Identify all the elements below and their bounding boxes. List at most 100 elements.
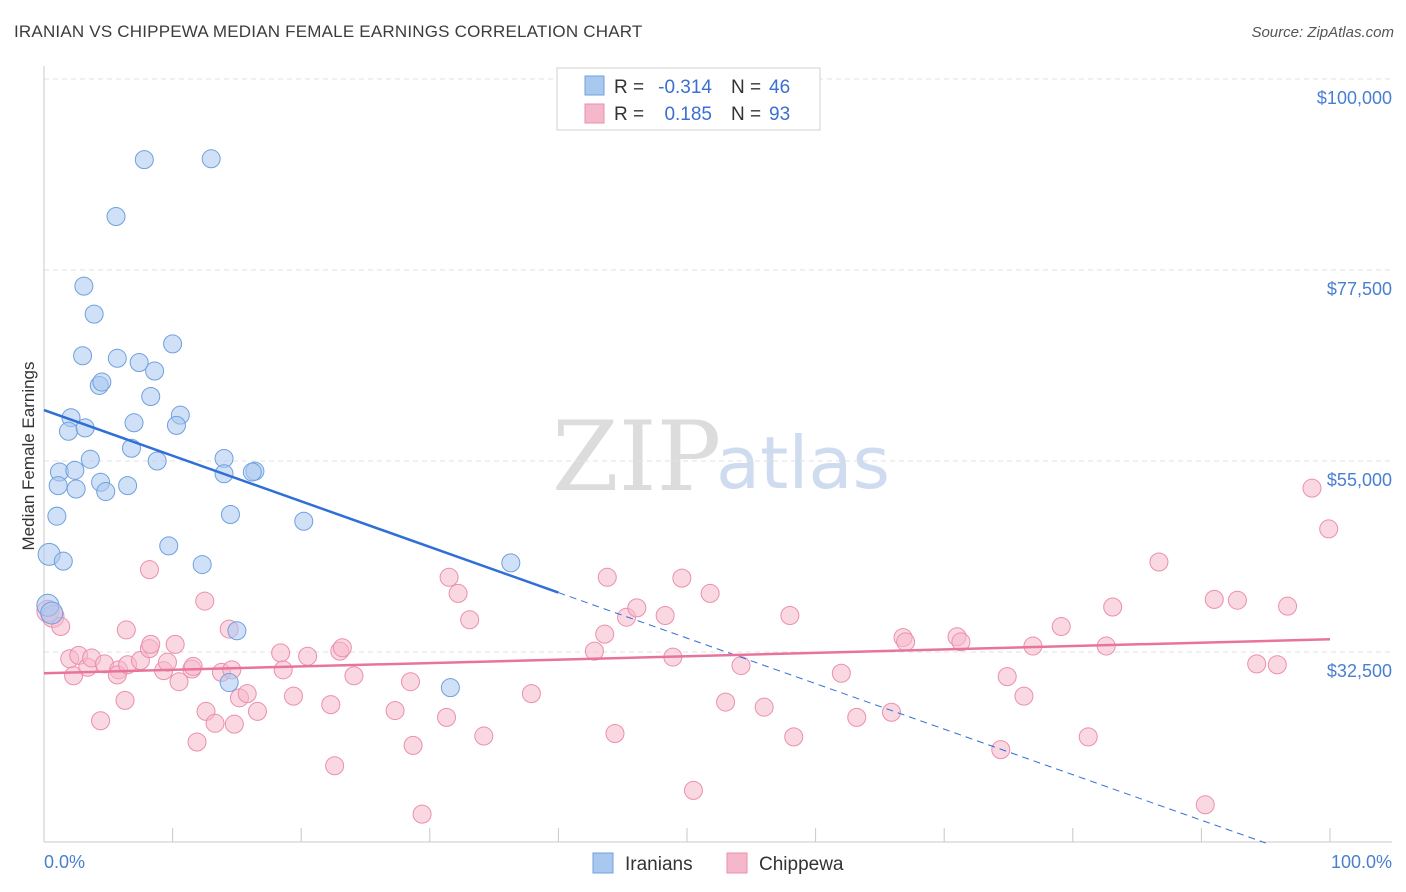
legend-n-label-iranians: N =: [731, 77, 761, 98]
iranians-trend-line: [43, 408, 559, 594]
chippewa-point: [183, 656, 203, 676]
iranian-point: [84, 304, 104, 324]
chippewa-point: [1195, 795, 1215, 815]
chippewa-point: [169, 672, 189, 692]
gridlines: [44, 78, 1392, 653]
chart-source: Source: ZipAtlas.com: [1251, 24, 1394, 41]
chippewa-point: [271, 643, 291, 663]
iranian-point: [166, 415, 186, 435]
chippewa-point: [165, 634, 185, 654]
chippewa-point: [605, 723, 625, 743]
iranian-point: [440, 678, 460, 698]
y-tick-label: $77,500: [1327, 279, 1392, 299]
chart-title: IRANIAN VS CHIPPEWA MEDIAN FEMALE EARNIN…: [14, 22, 643, 41]
chippewa-point: [731, 656, 751, 676]
chippewa-point: [385, 701, 405, 721]
iranian-point: [107, 348, 127, 368]
iranian-point: [141, 386, 161, 406]
iranian-point: [227, 621, 247, 641]
iranian-point: [66, 479, 86, 499]
x-tick-label-min: 0.0%: [44, 852, 85, 872]
axes: [43, 66, 1392, 843]
legend-r-label-iranians: R =: [614, 77, 644, 98]
iranian-point: [147, 451, 167, 471]
iranian-point: [73, 346, 93, 366]
legend-top: R = -0.314 N = 46 R = 0.185 N = 93: [556, 67, 821, 131]
iranian-point: [192, 555, 212, 575]
trend-lines: [43, 408, 1331, 844]
iranian-point: [219, 673, 239, 693]
chippewa-point: [951, 632, 971, 652]
iranian-point: [201, 149, 221, 169]
chippewa-point: [403, 735, 423, 755]
chippewa-point: [1103, 597, 1123, 617]
chippewa-point: [584, 641, 604, 661]
chippewa-point: [437, 707, 457, 727]
chippewa-point: [157, 652, 177, 672]
chippewa-point: [247, 701, 267, 721]
chippewa-point: [1267, 655, 1287, 675]
chippewa-point: [896, 632, 916, 652]
chippewa-point: [237, 684, 257, 704]
chippewa-point: [273, 660, 293, 680]
iranians-points: [36, 149, 521, 698]
iranian-point: [118, 476, 138, 496]
chippewa-point: [195, 591, 215, 611]
iranian-point: [65, 460, 85, 480]
legend-n-value-chippewa: 93: [769, 104, 790, 125]
chippewa-point: [474, 726, 494, 746]
iranian-point: [74, 276, 94, 296]
legend-swatch-chippewa: [584, 103, 605, 124]
legend-r-value-chippewa: 0.185: [664, 104, 712, 125]
x-tick-label-max: 100.0%: [1331, 852, 1392, 872]
iranian-point: [501, 553, 521, 573]
chippewa-point: [321, 695, 341, 715]
chippewa-point: [205, 713, 225, 733]
chippewa-point: [1078, 727, 1098, 747]
legend-bottom-swatch-iranians: [592, 852, 614, 874]
chippewa-point: [716, 692, 736, 712]
chippewa-point: [439, 567, 459, 587]
iranian-point: [40, 601, 64, 625]
iranian-point: [96, 482, 116, 502]
legend-bottom: Iranians Chippewa: [592, 852, 844, 875]
chippewa-point: [1247, 654, 1267, 674]
x-ticks: [43, 828, 1331, 842]
iranian-point: [58, 421, 78, 441]
iranian-point: [106, 207, 126, 227]
y-tick-label: $32,500: [1327, 661, 1392, 681]
chippewa-point: [655, 605, 675, 625]
chippewa-point: [1014, 686, 1034, 706]
y-tick-label: $55,000: [1327, 470, 1392, 490]
legend-bottom-swatch-chippewa: [726, 852, 748, 874]
iranian-point: [80, 449, 100, 469]
iranian-point: [163, 334, 183, 354]
chippewa-point: [700, 583, 720, 603]
chippewa-point: [1302, 478, 1322, 498]
chippewa-point: [784, 727, 804, 747]
chippewa-point: [683, 780, 703, 800]
chippewa-point: [1204, 589, 1224, 609]
legend-bottom-label-iranians: Iranians: [625, 854, 693, 875]
chippewa-point: [401, 672, 421, 692]
chippewa-point: [1149, 552, 1169, 572]
chippewa-point: [283, 686, 303, 706]
chippewa-point: [298, 646, 318, 666]
chippewa-point: [141, 634, 161, 654]
chippewa-point: [754, 697, 774, 717]
chippewa-point: [448, 583, 468, 603]
y-axis-label: Median Female Earnings: [19, 362, 38, 551]
legend-swatch-iranians: [584, 75, 605, 96]
chippewa-trend-line: [43, 638, 1331, 675]
chippewa-point: [597, 567, 617, 587]
iranian-point: [294, 511, 314, 531]
chippewa-point: [831, 663, 851, 683]
iranian-point: [124, 413, 144, 433]
iranian-point: [242, 462, 262, 482]
legend-r-label-chippewa: R =: [614, 104, 644, 125]
chippewa-point: [139, 560, 159, 580]
y-tick-labels: $32,500 $55,000 $77,500 $100,000: [1317, 88, 1392, 681]
iranian-point: [92, 372, 112, 392]
iranian-point: [145, 361, 165, 381]
